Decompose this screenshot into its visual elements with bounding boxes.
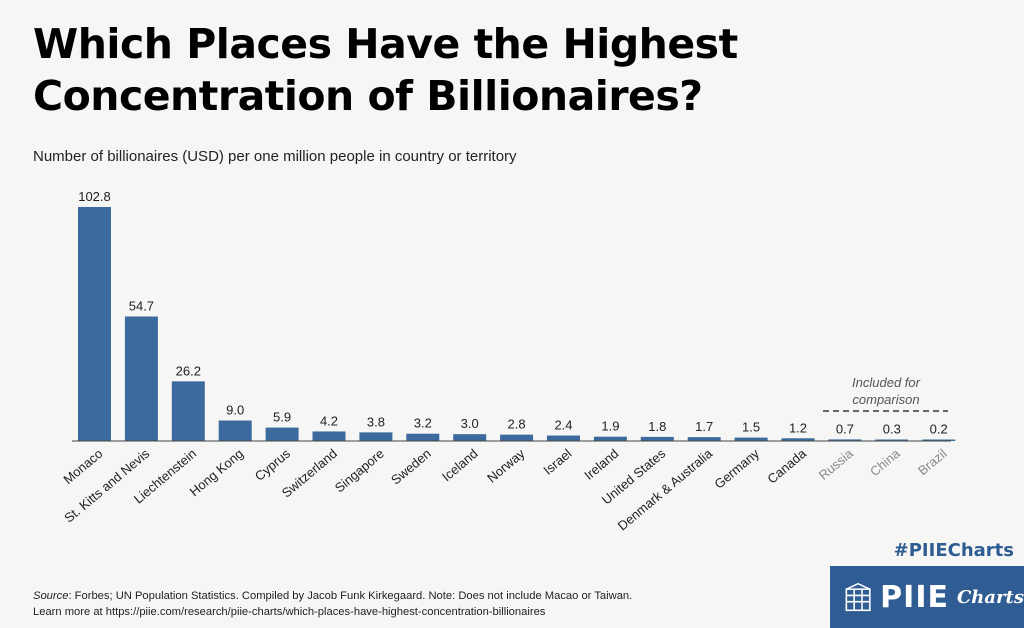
data-label: 1.5 [742,420,760,435]
logo-wordmark: PIIE [880,579,949,615]
bar-st-kitts-and-nevis [124,316,158,441]
source-note: Source: Forbes; UN Population Statistics… [33,588,823,620]
category-label: Sweden [388,446,434,488]
bar-liechtenstein [171,381,205,441]
data-label: 1.9 [601,419,619,434]
category-label: Brazil [915,446,950,478]
chart-title: Which Places Have the Highest Concentrat… [33,20,738,120]
bar-singapore [359,432,393,441]
building-columns-icon [845,582,871,612]
data-label: 1.8 [648,419,666,434]
category-label: Cyprus [252,445,294,483]
category-label: Monaco [60,446,105,487]
bar-ireland [593,436,627,441]
category-label: Ireland [581,446,621,483]
category-label: St. Kitts and Nevis [61,445,152,525]
logo-subtext: Charts [956,586,1024,608]
bar-israel [547,435,580,441]
hashtag-label: #PIIECharts [893,540,1014,561]
learn-more-link[interactable]: Learn more at https://piie.com/research/… [33,606,546,618]
data-label: 0.2 [930,422,948,437]
bar-brazil [922,439,956,441]
data-label: 9.0 [226,403,244,418]
source-text: : Forbes; UN Population Statistics. Comp… [68,590,633,602]
bar-canada [781,438,815,441]
data-label: 26.2 [176,363,201,378]
data-label: 1.7 [695,419,713,434]
bar-denmark-australia [687,437,721,441]
bar-hong-kong [218,420,252,441]
bar-norway [500,434,534,441]
category-label: Russia [816,445,857,483]
bar-chart: 102.8 54.7 26.2 9.0 5.9 4.2 3.8 3.2 3.0 2.8 2.4 1.9… [60,189,956,533]
data-label: 3.8 [367,414,385,429]
category-label: Norway [484,445,528,485]
bar-switzerland [312,431,346,441]
data-label: 4.2 [320,413,338,428]
category-label: Germany [711,445,762,491]
data-label: 102.8 [78,189,111,204]
category-label: China [867,445,903,479]
comparison-note-line2: comparison [852,392,919,407]
data-label: 0.7 [836,421,854,436]
bar-monaco [78,207,111,441]
source-label: Source [33,590,69,602]
bar-cyprus [265,427,299,441]
bar-iceland [453,434,487,441]
data-label: 3.0 [461,416,479,431]
data-label: 54.7 [129,298,154,313]
data-label: 5.9 [273,410,291,425]
data-label: 2.4 [554,418,572,433]
bar-germany [734,437,768,441]
bar-russia [828,439,862,441]
bar-china [875,439,909,441]
comparison-note-line1: Included for [852,375,921,390]
bar-united-states [640,436,674,441]
category-label: Canada [764,445,809,486]
category-label: Israel [540,446,574,478]
data-label: 1.2 [789,420,807,435]
chart-subtitle: Number of billionaires (USD) per one mil… [33,148,517,165]
data-label: 2.8 [508,417,526,432]
data-label: 3.2 [414,416,432,431]
piie-logo[interactable]: PIIE Charts [830,566,1024,628]
bar-sweden [406,433,440,441]
data-label: 0.3 [883,422,901,437]
category-label: Singapore [332,446,387,496]
category-label: Iceland [439,446,481,484]
